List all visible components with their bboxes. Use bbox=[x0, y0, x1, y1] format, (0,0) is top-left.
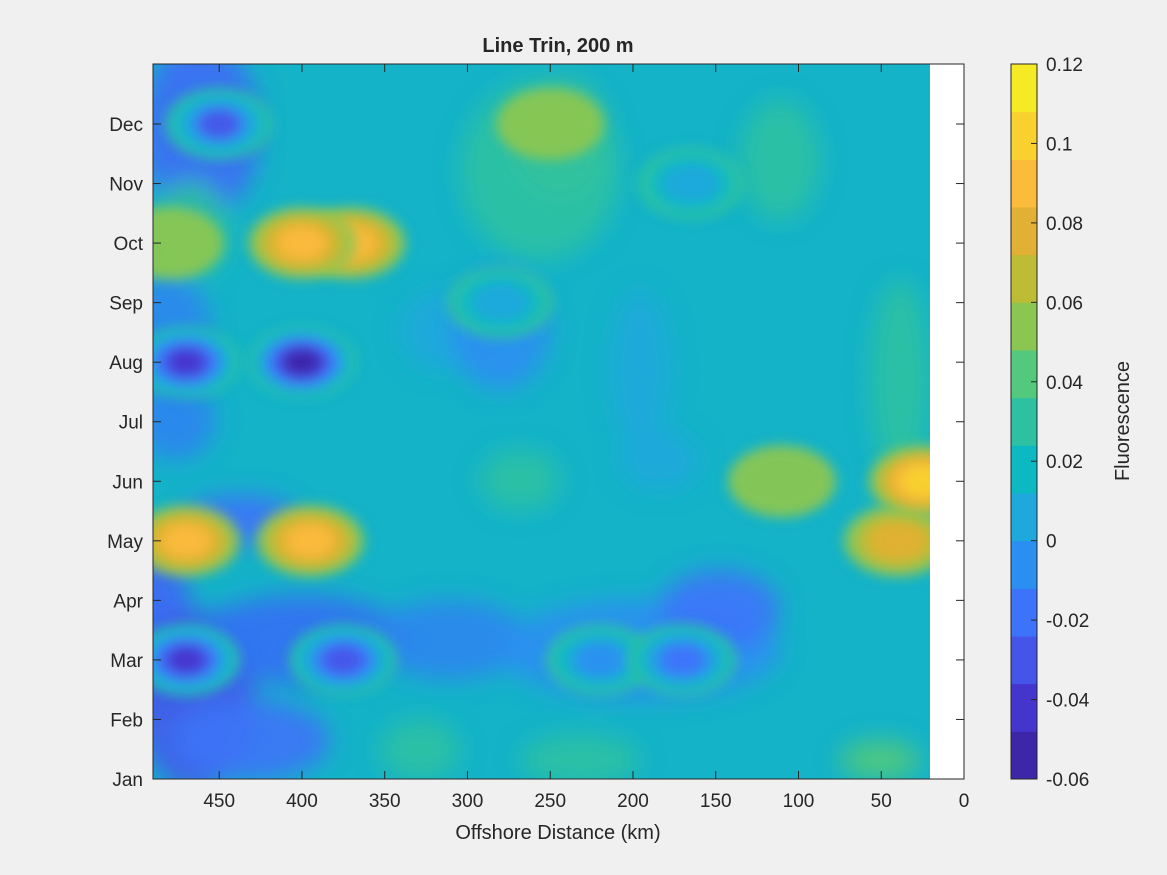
heatmap-feature bbox=[843, 504, 952, 577]
colorbar-segment bbox=[1011, 350, 1037, 399]
x-tick-label: 50 bbox=[871, 791, 892, 812]
heatmap-feature bbox=[636, 147, 745, 220]
texture-blob bbox=[610, 290, 670, 450]
x-tick-label: 250 bbox=[534, 791, 566, 812]
y-tick-label: Aug bbox=[109, 353, 143, 374]
texture-blob bbox=[840, 740, 920, 779]
y-tick-label: Jun bbox=[112, 472, 143, 493]
texture-blob bbox=[370, 600, 530, 680]
y-tick-label: Apr bbox=[113, 591, 143, 612]
chart-title: Line Trin, 200 m bbox=[482, 35, 633, 57]
heatmap-feature bbox=[153, 623, 241, 696]
y-axis: Jan Feb Mar Apr May Jun Jul Aug Sep Oct Nov Dec bbox=[107, 115, 964, 791]
heatmap-feature bbox=[165, 88, 274, 160]
y-tick-label: Nov bbox=[109, 175, 143, 196]
y-tick-label: Feb bbox=[110, 710, 143, 731]
colorbar-segment bbox=[1011, 493, 1037, 542]
colorbar-segment bbox=[1011, 540, 1037, 589]
heatmap-features bbox=[153, 88, 964, 696]
y-tick-label: Jul bbox=[119, 413, 143, 434]
colorbar-tick-label: 0 bbox=[1046, 532, 1057, 553]
colorbar-segment bbox=[1011, 588, 1037, 637]
heatmap-feature bbox=[153, 326, 241, 399]
x-tick-label: 0 bbox=[959, 791, 970, 812]
heatmap-feature bbox=[446, 266, 555, 339]
heatmap-feature bbox=[727, 445, 836, 518]
y-tick-label: Mar bbox=[110, 651, 143, 672]
y-tick-label: Oct bbox=[113, 234, 143, 255]
x-tick-label: 300 bbox=[452, 791, 484, 812]
x-tick-label: 450 bbox=[203, 791, 235, 812]
heatmap-field bbox=[153, 64, 964, 779]
texture-blob bbox=[620, 430, 700, 490]
heatmap-feature bbox=[545, 623, 654, 696]
colorbar-segment bbox=[1011, 207, 1037, 256]
x-tick-label: 200 bbox=[617, 791, 649, 812]
colorbar-segment bbox=[1011, 64, 1037, 113]
colorbar-tick-label: 0.12 bbox=[1046, 55, 1083, 76]
colorbar-segment bbox=[1011, 683, 1037, 732]
colorbar-segment bbox=[1011, 159, 1037, 208]
texture-blob bbox=[170, 700, 330, 779]
heatmap-feature bbox=[496, 88, 605, 160]
colorbar-tick-label: 0.06 bbox=[1046, 293, 1083, 314]
colorbar-segment bbox=[1011, 254, 1037, 303]
texture-blob bbox=[740, 100, 820, 220]
x-axis-label: Offshore Distance (km) bbox=[455, 822, 660, 844]
texture-blob bbox=[380, 720, 460, 779]
texture-blob bbox=[153, 380, 215, 460]
y-tick-label: Sep bbox=[109, 294, 143, 315]
texture-blob bbox=[870, 280, 930, 480]
colorbar-label: Fluorescence bbox=[1112, 361, 1134, 481]
texture-blob bbox=[520, 735, 640, 779]
heatmap-feature bbox=[289, 623, 398, 696]
heatmap-feature bbox=[153, 207, 224, 280]
y-tick-label: May bbox=[107, 532, 143, 553]
colorbar-tick-label: -0.02 bbox=[1046, 611, 1089, 632]
y-tick-label: Jan bbox=[112, 770, 143, 791]
colorbar-tick-label: 0.1 bbox=[1046, 134, 1072, 155]
colorbar-tick-label: 0.08 bbox=[1046, 214, 1083, 235]
colorbar-segment bbox=[1011, 397, 1037, 446]
x-tick-label: 150 bbox=[700, 791, 732, 812]
colorbar-segment bbox=[1011, 445, 1037, 494]
colorbar-frame bbox=[1010, 63, 1038, 780]
colorbar-segment bbox=[1011, 111, 1037, 160]
colorbar-tick-label: -0.06 bbox=[1046, 770, 1089, 791]
heatmap-feature bbox=[247, 326, 356, 399]
x-tick-label: 350 bbox=[369, 791, 401, 812]
colorbar-tick-label: 0.04 bbox=[1046, 373, 1083, 394]
x-tick-label: 400 bbox=[286, 791, 318, 812]
heatmap-feature bbox=[247, 207, 356, 280]
heatmap-feature bbox=[628, 623, 737, 696]
colorbar-segment bbox=[1011, 636, 1037, 685]
heatmap-feature bbox=[153, 504, 241, 577]
x-tick-label: 100 bbox=[783, 791, 815, 812]
texture-blob bbox=[480, 450, 560, 510]
colorbar-segment bbox=[1011, 302, 1037, 351]
heatmap-feature bbox=[256, 504, 365, 577]
y-tick-label: Dec bbox=[109, 115, 143, 136]
colorbar-segment bbox=[1011, 731, 1037, 780]
x-axis: 450 400 350 300 250 200 150 100 50 0 bbox=[203, 64, 969, 812]
colorbar: -0.06 -0.04 -0.02 0 0.02 0.04 0.06 0.08 0.1 0.12 bbox=[1010, 55, 1090, 791]
colorbar-tick-label: -0.04 bbox=[1046, 691, 1090, 712]
colorbar-tick-label: 0.02 bbox=[1046, 452, 1083, 473]
